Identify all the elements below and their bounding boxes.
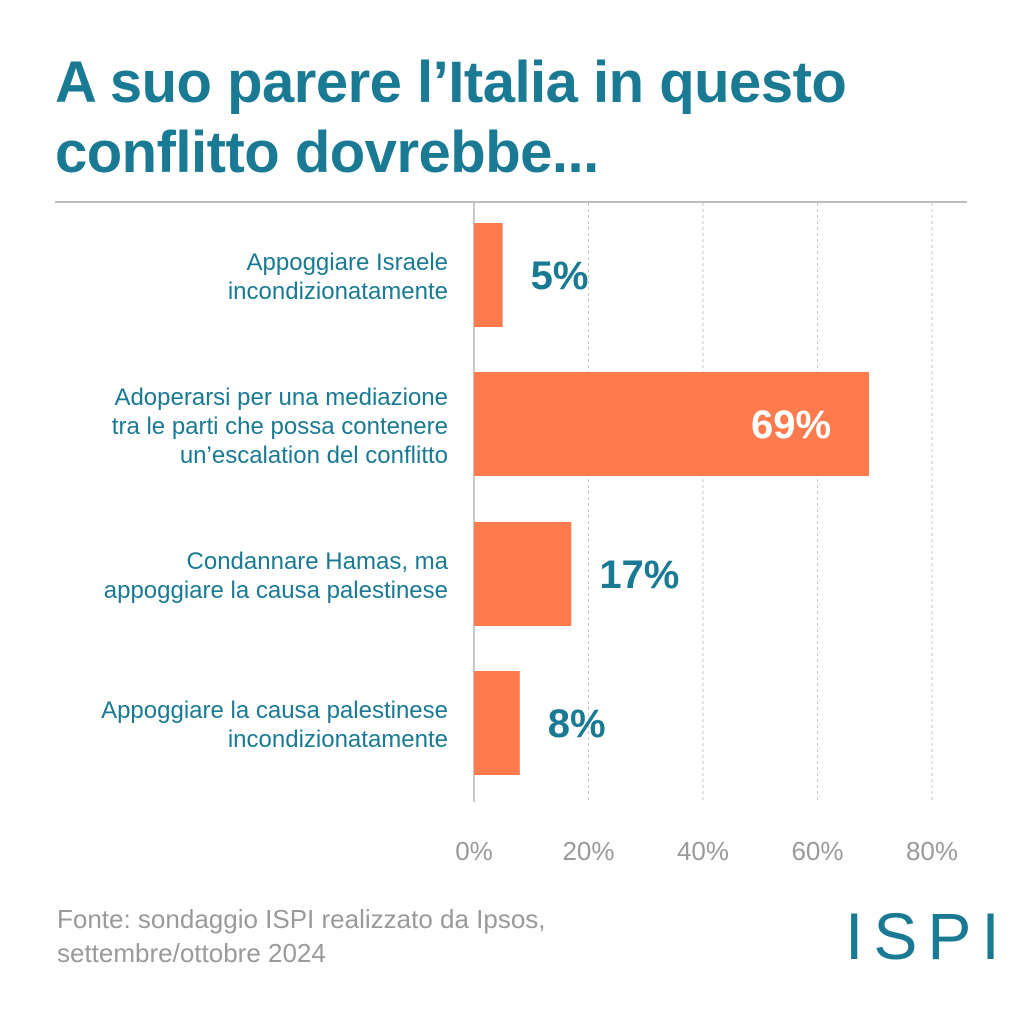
value-label: 5% (531, 254, 589, 298)
title-divider (55, 201, 967, 203)
bar (474, 372, 870, 476)
category-label-line: incondizionatamente (227, 726, 448, 753)
ispi-logo: ISPI (845, 899, 1010, 973)
bar (474, 223, 503, 327)
category-label: Condannare Hamas, ma appoggiare la causa … (20, 547, 448, 605)
x-tick-label: 80% (906, 836, 958, 866)
value-label: 8% (548, 702, 606, 746)
x-tick-label: 0% (455, 836, 493, 866)
x-tick-label: 40% (677, 836, 729, 866)
source-line-2: settembre/ottobre 2024 (57, 938, 326, 968)
category-label-line: Condannare Hamas, ma (186, 548, 448, 575)
category-label: Adoperarsi per una mediazione tra le part… (20, 383, 448, 470)
category-label-line: Adoperarsi per una mediazione (114, 383, 448, 411)
x-tick-label: 20% (562, 836, 614, 866)
category-label-line: tra le parti che possa contenere (111, 412, 448, 440)
source-note: Fonte: sondaggio ISPI realizzato da Ipso… (57, 902, 546, 970)
value-label: 17% (599, 553, 679, 597)
x-tick-label: 60% (791, 836, 843, 866)
category-label-line: Appoggiare Israele (246, 249, 448, 276)
category-label-line: Appoggiare la causa palestinese (101, 697, 448, 724)
source-line-1: Fonte: sondaggio ISPI realizzato da Ipso… (57, 904, 546, 934)
bar (474, 671, 520, 775)
bar (474, 522, 572, 626)
chart-title: A suo parere l’Italia in questo conflitt… (55, 50, 847, 185)
category-label: Appoggiare Israele incondizionatamente (20, 248, 448, 306)
value-label: 69% (751, 403, 831, 447)
category-label-line: un’escalation del conflitto (179, 441, 448, 469)
category-label: Appoggiare la causa palestinese incondizi… (20, 696, 448, 754)
category-label-line: incondizionatamente (227, 278, 448, 305)
category-label-line: appoggiare la causa palestinese (103, 577, 448, 604)
